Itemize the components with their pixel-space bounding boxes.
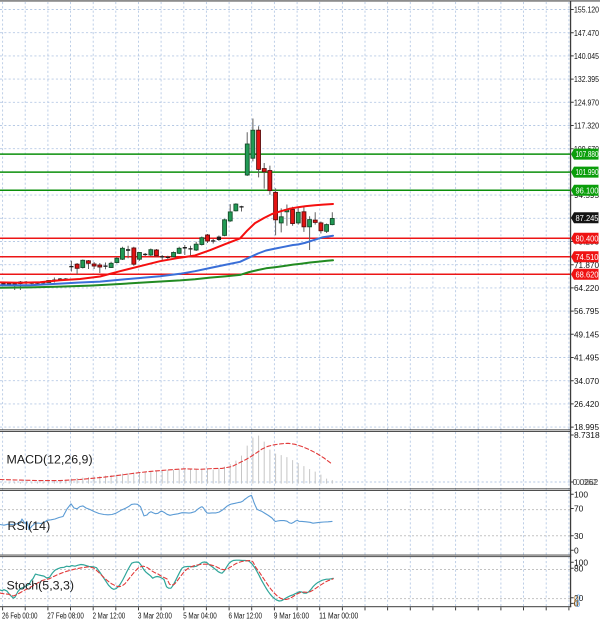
svg-text:68.620: 68.620 [576, 269, 599, 279]
svg-text:100: 100 [574, 489, 588, 499]
svg-text:147.470: 147.470 [574, 28, 599, 38]
svg-text:0: 0 [574, 599, 579, 609]
svg-text:26.420: 26.420 [574, 399, 599, 409]
svg-text:18.995: 18.995 [574, 422, 599, 432]
svg-text:56.795: 56.795 [574, 306, 599, 316]
svg-text:49.145: 49.145 [574, 329, 599, 339]
svg-text:64.220: 64.220 [574, 283, 599, 293]
svg-text:0: 0 [574, 594, 579, 604]
svg-text:Stoch(5,3,3): Stoch(5,3,3) [7, 579, 75, 593]
svg-text:96.100: 96.100 [576, 185, 599, 195]
svg-text:6 Mar 12:00: 6 Mar 12:00 [229, 611, 263, 621]
svg-text:0.0262: 0.0262 [573, 477, 599, 487]
svg-text:0: 0 [574, 545, 579, 555]
svg-text:3 Mar 20:00: 3 Mar 20:00 [138, 611, 172, 621]
svg-text:20: 20 [574, 593, 584, 603]
svg-text:34.070: 34.070 [574, 376, 599, 386]
svg-text:74.510: 74.510 [576, 252, 599, 262]
svg-text:101.990: 101.990 [576, 167, 599, 177]
svg-text:70: 70 [574, 504, 584, 514]
svg-text:MACD(12,26,9): MACD(12,26,9) [7, 453, 93, 467]
svg-text:30: 30 [574, 531, 584, 541]
svg-text:9 Mar 16:00: 9 Mar 16:00 [274, 611, 309, 621]
svg-text:117.320: 117.320 [574, 121, 599, 131]
svg-text:41.495: 41.495 [574, 353, 599, 363]
svg-text:80: 80 [574, 563, 584, 573]
svg-text:0.362: 0.362 [576, 477, 597, 487]
svg-text:5 Mar 04:00: 5 Mar 04:00 [183, 611, 217, 621]
svg-text:87.245: 87.245 [576, 213, 599, 223]
svg-text:0: 0 [576, 593, 581, 603]
svg-text:8.7318: 8.7318 [574, 430, 600, 440]
svg-text:100: 100 [574, 557, 588, 567]
svg-text:0: 0 [576, 599, 581, 609]
svg-text:132.395: 132.395 [574, 74, 599, 84]
svg-text:71.870: 71.870 [574, 260, 599, 270]
svg-text:11 Mar 00:00: 11 Mar 00:00 [319, 611, 358, 621]
svg-text:155.120: 155.120 [574, 5, 599, 15]
svg-text:26 Feb 00:00: 26 Feb 00:00 [2, 611, 38, 621]
svg-text:0: 0 [574, 599, 579, 609]
svg-text:27 Feb 08:00: 27 Feb 08:00 [47, 611, 84, 621]
svg-text:140.045: 140.045 [574, 51, 599, 61]
svg-text:124.970: 124.970 [574, 97, 599, 107]
svg-text:107.880: 107.880 [576, 149, 599, 159]
svg-text:RSI(14): RSI(14) [8, 519, 51, 533]
svg-text:2 Mar 12:00: 2 Mar 12:00 [93, 611, 126, 621]
svg-text:80.400: 80.400 [576, 233, 599, 243]
